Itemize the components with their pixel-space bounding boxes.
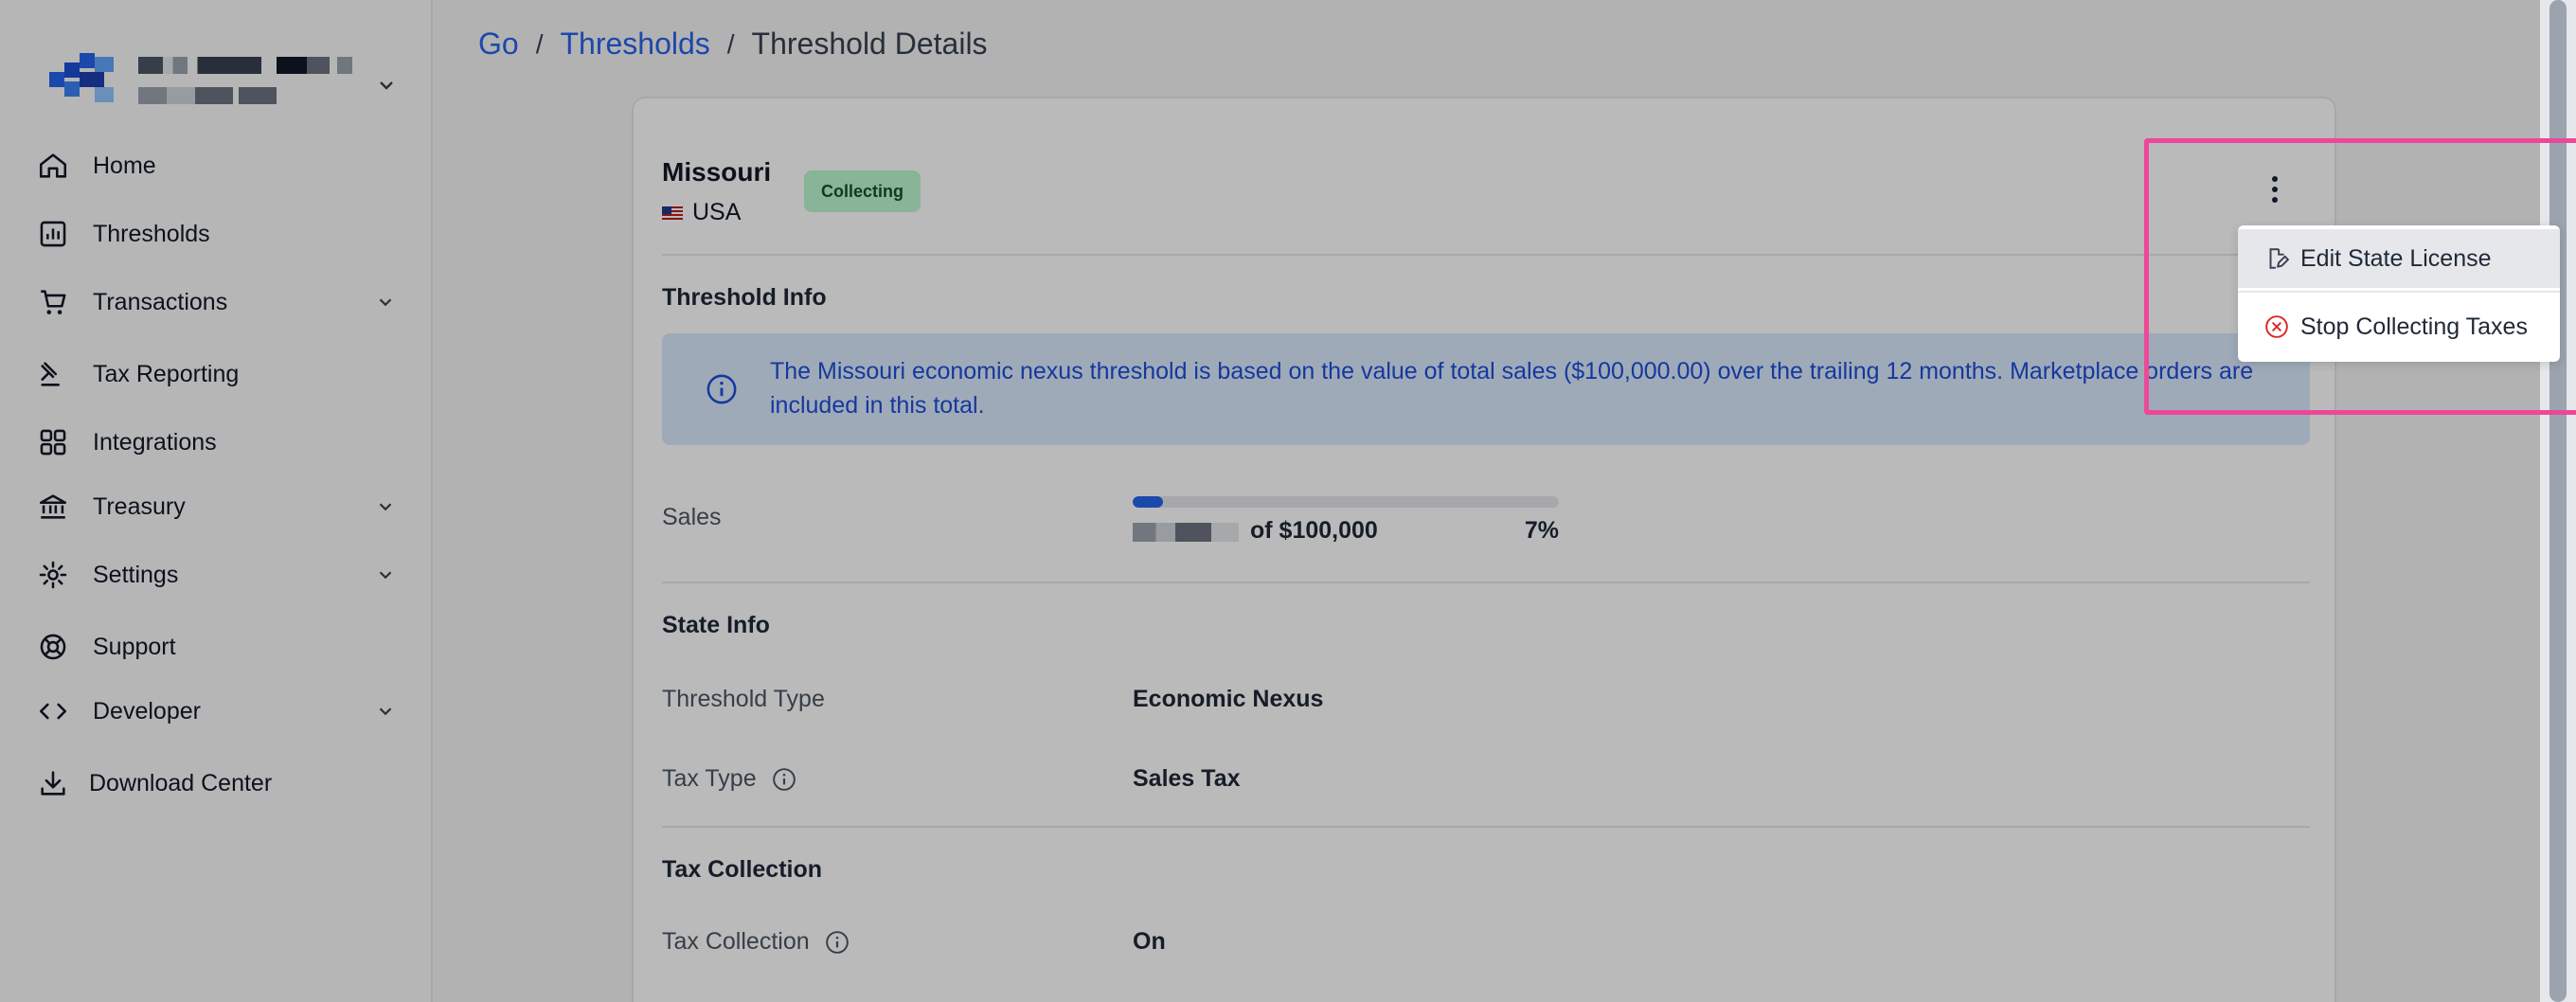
- sidebar-item-home[interactable]: Home: [36, 142, 415, 189]
- chevron-down-icon: [379, 298, 392, 307]
- home-icon: [36, 149, 70, 183]
- org-name-redacted-2: [277, 57, 352, 74]
- sidebar: Home Thresholds Transactions Tax Reporti…: [0, 0, 433, 1002]
- chart-icon: [36, 217, 70, 251]
- state-name: Missouri: [662, 157, 772, 187]
- sales-progress-fill: [1133, 496, 1163, 508]
- sales-percent: 7%: [1524, 517, 1559, 544]
- sidebar-item-tax-reporting[interactable]: Tax Reporting: [36, 350, 415, 398]
- us-flag-icon: [662, 206, 683, 220]
- divider: [662, 254, 2310, 256]
- sidebar-item-label: Developer: [93, 697, 201, 725]
- sidebar-item-label: Home: [93, 152, 156, 179]
- sidebar-item-settings[interactable]: Settings: [36, 551, 415, 599]
- status-badge: Collecting: [804, 170, 921, 212]
- sidebar-item-label: Settings: [93, 561, 179, 588]
- more-actions-button[interactable]: [2258, 169, 2292, 210]
- sales-progress-track: [1133, 496, 1559, 508]
- org-sub-redacted-2: [239, 87, 277, 104]
- org-sub-redacted: [138, 87, 233, 104]
- divider: [662, 826, 2310, 828]
- tax-collection-label: Tax Collection: [662, 928, 850, 956]
- scrollbar-thumb[interactable]: [2549, 0, 2567, 1002]
- breadcrumb: Go / Thresholds / Threshold Details: [478, 27, 988, 62]
- threshold-notice-text: The Missouri economic nexus threshold is…: [770, 358, 2254, 419]
- actions-dropdown-menu: Edit State License Stop Collecting Taxes: [2238, 225, 2560, 362]
- org-name-redacted: [138, 57, 261, 74]
- sales-progress: of $100,000 7%: [1133, 496, 1559, 555]
- bank-icon: [36, 490, 70, 524]
- sidebar-item-treasury[interactable]: Treasury: [36, 483, 415, 530]
- state-info-title: State Info: [662, 612, 770, 638]
- tax-collection-title: Tax Collection: [662, 856, 823, 883]
- info-icon: [707, 374, 737, 404]
- sidebar-item-label: Download Center: [89, 769, 273, 796]
- menu-item-label: Stop Collecting Taxes: [2300, 313, 2528, 340]
- sales-of-total: of $100,000: [1250, 517, 1378, 544]
- tax-type-label-text: Tax Type: [662, 765, 757, 792]
- chevron-down-icon: [379, 707, 392, 716]
- country: USA: [662, 199, 741, 226]
- breadcrumb-section-link[interactable]: Thresholds: [560, 27, 710, 61]
- tax-type-label: Tax Type: [662, 765, 796, 793]
- grid-icon: [36, 425, 70, 459]
- threshold-details-card: Missouri USA Collecting Threshold Info T…: [632, 97, 2336, 1002]
- menu-item-label: Edit State License: [2300, 244, 2492, 272]
- download-icon: [36, 766, 70, 800]
- scrollbar[interactable]: [2540, 0, 2576, 1002]
- x-circle-icon: [2265, 315, 2288, 338]
- sidebar-item-support[interactable]: Support: [36, 623, 415, 671]
- org-switcher[interactable]: [49, 49, 409, 116]
- edit-document-icon: [2269, 248, 2289, 269]
- sidebar-item-transactions[interactable]: Transactions: [36, 278, 415, 326]
- sidebar-item-label: Treasury: [93, 492, 186, 520]
- tax-collection-label-text: Tax Collection: [662, 928, 810, 955]
- chevron-down-icon: [379, 503, 392, 511]
- info-tooltip-icon[interactable]: [772, 767, 796, 792]
- chevron-down-icon: [380, 81, 393, 90]
- code-icon: [36, 694, 70, 728]
- company-logo: [49, 53, 121, 106]
- breadcrumb-separator: /: [726, 28, 735, 59]
- threshold-type-value: Economic Nexus: [1133, 686, 1324, 712]
- breadcrumb-separator: /: [535, 28, 544, 59]
- info-tooltip-icon[interactable]: [825, 930, 850, 955]
- sidebar-item-integrations[interactable]: Integrations: [36, 419, 415, 466]
- threshold-info-title: Threshold Info: [662, 284, 827, 311]
- kebab-menu-icon: [2272, 176, 2278, 203]
- sales-amount-redacted: [1133, 523, 1239, 542]
- breadcrumb-current: Threshold Details: [751, 27, 988, 61]
- cart-icon: [36, 285, 70, 319]
- breadcrumb-root-link[interactable]: Go: [478, 27, 519, 61]
- sidebar-item-developer[interactable]: Developer: [36, 688, 415, 735]
- stop-collecting-taxes-menu-item[interactable]: Stop Collecting Taxes: [2238, 297, 2560, 356]
- sales-label: Sales: [662, 504, 722, 531]
- lifebuoy-icon: [36, 630, 70, 664]
- threshold-notice: The Missouri economic nexus threshold is…: [662, 333, 2310, 445]
- sidebar-item-label: Transactions: [93, 288, 228, 315]
- sidebar-item-label: Thresholds: [93, 220, 210, 247]
- gear-icon: [36, 558, 70, 592]
- sidebar-item-thresholds[interactable]: Thresholds: [36, 210, 415, 258]
- tax-type-value: Sales Tax: [1133, 765, 1241, 792]
- tax-collection-value: On: [1133, 928, 1166, 955]
- sidebar-item-download-center[interactable]: Download Center: [36, 760, 415, 807]
- sidebar-item-label: Tax Reporting: [93, 360, 240, 387]
- edit-state-license-menu-item[interactable]: Edit State License: [2238, 229, 2560, 288]
- sidebar-item-label: Support: [93, 633, 176, 660]
- sales-label-text: Sales: [662, 504, 722, 530]
- menu-divider: [2238, 291, 2560, 293]
- sidebar-item-label: Integrations: [93, 428, 217, 456]
- gavel-icon: [36, 357, 70, 391]
- threshold-type-label-text: Threshold Type: [662, 686, 825, 712]
- country-label: USA: [692, 199, 742, 225]
- threshold-type-label: Threshold Type: [662, 686, 825, 713]
- chevron-down-icon: [379, 571, 392, 580]
- divider: [662, 582, 2310, 583]
